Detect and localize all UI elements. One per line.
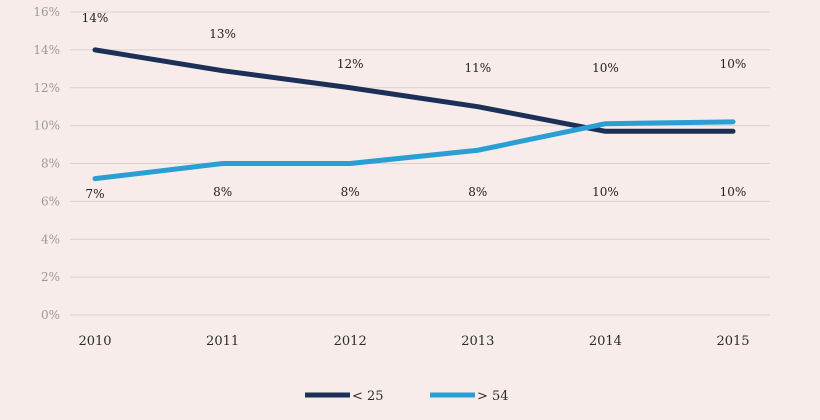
y-tick-label: 6% (41, 194, 60, 208)
x-tick-label: 2011 (206, 334, 239, 349)
y-tick-label: 4% (41, 232, 60, 246)
y-tick-label: 12% (33, 81, 60, 95)
data-label: 8% (341, 185, 360, 199)
y-tick-label: 2% (41, 270, 60, 284)
y-tick-label: 0% (41, 308, 60, 322)
y-tick-label: 14% (33, 43, 60, 57)
data-label: 11% (464, 61, 491, 75)
y-tick-label: 16% (33, 5, 60, 19)
series-lines (92, 47, 736, 182)
x-tick-label: 2013 (461, 334, 494, 349)
y-tick-label: 8% (41, 157, 60, 171)
gridlines (70, 11, 770, 316)
series-line (92, 47, 736, 134)
y-tick-label: 10% (33, 119, 60, 133)
legend-label: < 25 (352, 389, 384, 404)
data-label: 12% (337, 57, 364, 71)
legend: < 25 > 54 (305, 389, 509, 404)
data-label: 10% (592, 185, 619, 199)
data-label: 8% (213, 185, 232, 199)
data-label: 14% (82, 11, 109, 25)
x-tick-label: 2014 (589, 334, 622, 349)
data-label: 13% (209, 27, 236, 41)
x-axis: 2010 2011 2012 2013 2014 2015 (78, 334, 749, 349)
data-label: 7% (85, 187, 104, 201)
x-tick-label: 2012 (334, 334, 367, 349)
data-label: 10% (720, 57, 747, 71)
legend-label: > 54 (477, 389, 509, 404)
data-label: 10% (592, 61, 619, 75)
x-tick-label: 2010 (78, 334, 111, 349)
data-label: 10% (720, 185, 747, 199)
data-labels: 14% 13% 12% 11% 10% 10% 7% 8% 8% 8% 10% 10% (82, 11, 747, 201)
series-line (92, 119, 736, 182)
y-axis: 0% 2% 4% 6% 8% 10% 12% 14% 16% (33, 5, 60, 322)
x-tick-label: 2015 (716, 334, 749, 349)
data-label: 8% (468, 185, 487, 199)
